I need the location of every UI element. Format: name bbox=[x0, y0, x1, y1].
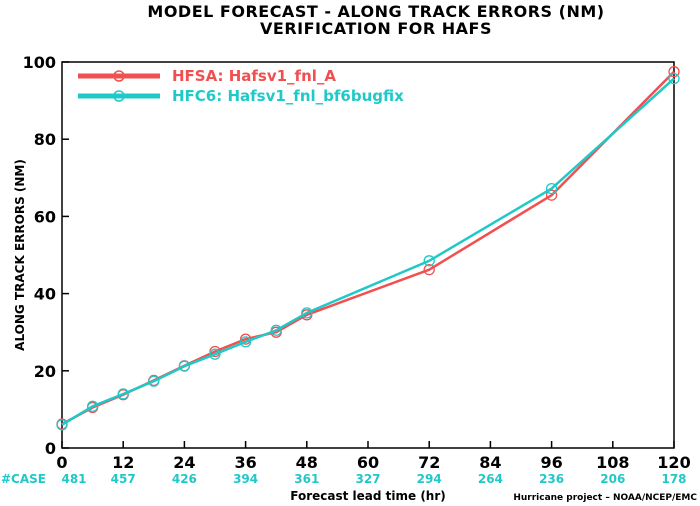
credit-text: Hurricane project – NOAA/NCEP/EMC bbox=[513, 493, 697, 503]
y-axis-ticks: 0 20 40 60 80 100 bbox=[23, 53, 69, 458]
case-count: 294 bbox=[417, 472, 442, 486]
case-count: 206 bbox=[600, 472, 625, 486]
case-label: #CASE bbox=[1, 472, 46, 486]
x-tick-label: 84 bbox=[479, 453, 501, 472]
x-tick-label: 36 bbox=[234, 453, 256, 472]
series-1-point bbox=[56, 419, 68, 431]
case-count: 236 bbox=[539, 472, 564, 486]
legend: HFSA: Hafsv1_fnl_A HFC6: Hafsv1_fnl_bf6b… bbox=[78, 67, 404, 105]
x-tick-label: 72 bbox=[418, 453, 440, 472]
series-line-0 bbox=[61, 70, 675, 426]
x-tick-label: 120 bbox=[657, 453, 690, 472]
series-1-point bbox=[668, 72, 680, 85]
series-0-point bbox=[668, 66, 680, 78]
case-count: 394 bbox=[233, 472, 258, 486]
chart-subtitle: VERIFICATION FOR HAFS bbox=[260, 19, 492, 38]
legend-label-hfsa: HFSA: Hafsv1_fnl_A bbox=[172, 67, 336, 85]
chart-title: MODEL FORECAST - ALONG TRACK ERRORS (NM) bbox=[147, 2, 604, 21]
series-1-point bbox=[301, 307, 313, 319]
x-tick-label: 108 bbox=[596, 453, 629, 472]
series-1-point bbox=[86, 400, 99, 412]
legend-marker-hfsa bbox=[113, 70, 125, 82]
series-1-point bbox=[423, 255, 435, 267]
x-axis-label: Forecast lead time (hr) bbox=[290, 489, 446, 503]
case-counts-row: 481 457 426 394 361 327 294 264 236 206 178 bbox=[61, 472, 686, 486]
y-tick-label: 40 bbox=[34, 285, 56, 304]
case-count: 264 bbox=[478, 472, 503, 486]
y-tick-label: 60 bbox=[34, 207, 56, 226]
legend-label-hfc6: HFC6: Hafsv1_fnl_bf6bugfix bbox=[172, 87, 404, 105]
series-1-point bbox=[545, 182, 558, 195]
x-axis-ticks: 0 12 24 36 48 60 72 84 96 108 120 bbox=[56, 441, 691, 472]
series-0-point bbox=[545, 189, 558, 201]
x-tick-label: 60 bbox=[357, 453, 379, 472]
series-1-point bbox=[117, 388, 129, 400]
series-1-point bbox=[239, 336, 252, 348]
series-1-point bbox=[270, 324, 282, 336]
case-count: 327 bbox=[355, 472, 380, 486]
case-count: 178 bbox=[661, 472, 686, 486]
case-count: 481 bbox=[61, 472, 86, 486]
case-count: 457 bbox=[111, 472, 136, 486]
x-tick-label: 24 bbox=[173, 453, 195, 472]
case-count: 426 bbox=[172, 472, 197, 486]
series-layer bbox=[56, 66, 680, 431]
case-count: 361 bbox=[294, 472, 319, 486]
series-1-point bbox=[148, 375, 160, 387]
series-1-point bbox=[178, 360, 191, 372]
legend-marker-hfc6 bbox=[113, 90, 125, 102]
y-tick-label: 80 bbox=[34, 130, 56, 149]
series-0-point bbox=[423, 264, 435, 276]
y-axis-label: ALONG TRACK ERRORS (NM) bbox=[13, 159, 27, 351]
plot-frame bbox=[61, 61, 675, 449]
x-tick-label: 0 bbox=[56, 453, 67, 472]
y-tick-label: 0 bbox=[45, 439, 56, 458]
x-tick-label: 96 bbox=[540, 453, 562, 472]
y-tick-label: 100 bbox=[23, 53, 56, 72]
series-line-1 bbox=[61, 77, 675, 426]
x-tick-label: 48 bbox=[296, 453, 318, 472]
series-1-point bbox=[209, 348, 221, 360]
y-tick-label: 20 bbox=[34, 362, 56, 381]
x-tick-label: 12 bbox=[112, 453, 134, 472]
